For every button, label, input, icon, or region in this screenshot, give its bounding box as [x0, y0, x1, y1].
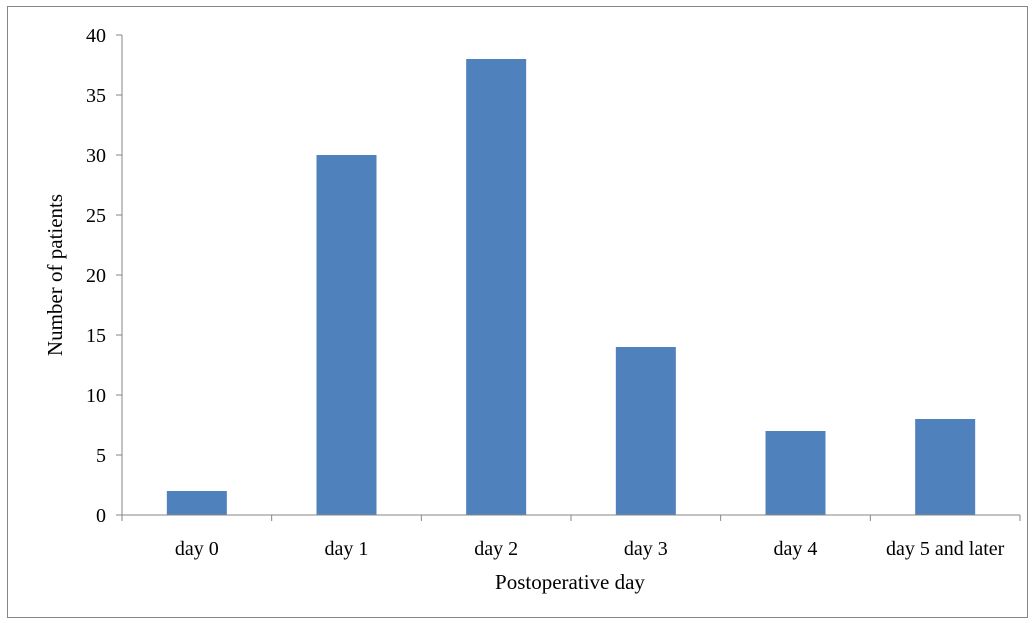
bar-day-3: [615, 347, 676, 515]
x-ticks-group: day 0 day 1 day 2 day 3 day 4 day 5 and later: [121, 515, 1021, 560]
y-tick-label: 30: [86, 145, 106, 167]
bar-day-2: [466, 59, 527, 515]
x-tick-label: day 3: [624, 538, 668, 560]
x-tick-label: day 0: [175, 538, 219, 560]
y-tick-label: 10: [86, 385, 106, 407]
bar-day-5-and-later: [915, 419, 976, 515]
y-tick-label: 40: [86, 25, 106, 47]
x-axis-title: Postoperative day: [495, 570, 645, 594]
bar-day-4: [765, 431, 826, 515]
bars-group: [166, 59, 976, 515]
y-ticks-group: 0 5 10 15 20 25 30 35 40: [86, 25, 122, 527]
y-tick-label: 5: [96, 445, 106, 467]
y-tick-label: 15: [86, 325, 106, 347]
x-tick-label: day 1: [325, 538, 369, 560]
y-tick-label: 25: [86, 205, 106, 227]
bar-day-1: [316, 155, 377, 515]
y-tick-label: 35: [86, 85, 106, 107]
y-tick-label: 0: [96, 505, 106, 527]
x-tick-label: day 2: [474, 538, 518, 560]
y-axis-title: Number of patients: [43, 194, 67, 356]
axes-group: [121, 35, 1020, 516]
x-tick-label: day 5 and later: [886, 538, 1005, 560]
x-tick-label: day 4: [774, 538, 818, 560]
y-tick-label: 20: [86, 265, 106, 287]
bar-day-0: [166, 491, 227, 515]
